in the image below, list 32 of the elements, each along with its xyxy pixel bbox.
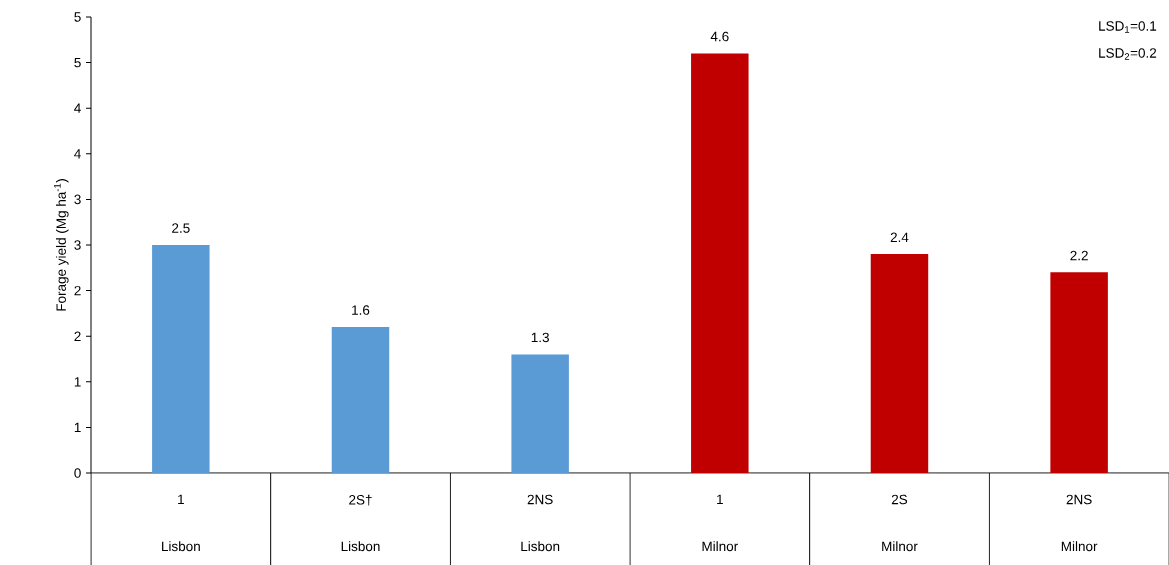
y-tick-label: 4	[74, 149, 81, 159]
data-label: 2.4	[890, 232, 909, 242]
x-tick-label: 2S†	[349, 494, 372, 506]
x-tick-label: 2NS	[527, 494, 553, 505]
y-tick-label: 3	[74, 240, 81, 250]
x-tick-label: 2NS	[1066, 494, 1092, 505]
annotation: LSD$_{2}$=0.2	[1099, 48, 1157, 60]
y-tick-label: 0	[74, 468, 81, 478]
y-tick-label: 2	[74, 331, 81, 341]
x-tick-label: 1	[178, 494, 184, 504]
text: Milnor	[1061, 541, 1098, 552]
data-label: 1.3	[531, 332, 549, 343]
y-tick-label: 4	[74, 103, 81, 113]
text: Lisbon	[341, 541, 380, 552]
text: Milnor	[882, 541, 918, 552]
data-label: 2.2	[1070, 250, 1088, 261]
data-label: 1.6	[352, 305, 370, 315]
y-tick-label: 3	[74, 194, 81, 205]
text: Lisbon	[162, 541, 200, 552]
y-tick-label: 2	[74, 285, 81, 296]
y-tick-label: 1	[74, 377, 81, 387]
text: Lisbon	[521, 541, 560, 552]
text: Milnor	[702, 541, 738, 552]
y-axis-title: Forage yield (Mg ha$^{-1}$)	[54, 179, 69, 311]
y-tick-label: 5	[74, 57, 81, 68]
x-tick-label: 2S	[891, 494, 908, 505]
y-tick-label: 1	[74, 422, 81, 433]
annotation: LSD$_{1}$=0.1	[1099, 21, 1157, 33]
x-tick-label: 1	[717, 494, 723, 504]
y-tick-label: 5	[74, 12, 81, 22]
data-label: 2.5	[172, 223, 190, 233]
data-label: 4.6	[710, 31, 729, 42]
